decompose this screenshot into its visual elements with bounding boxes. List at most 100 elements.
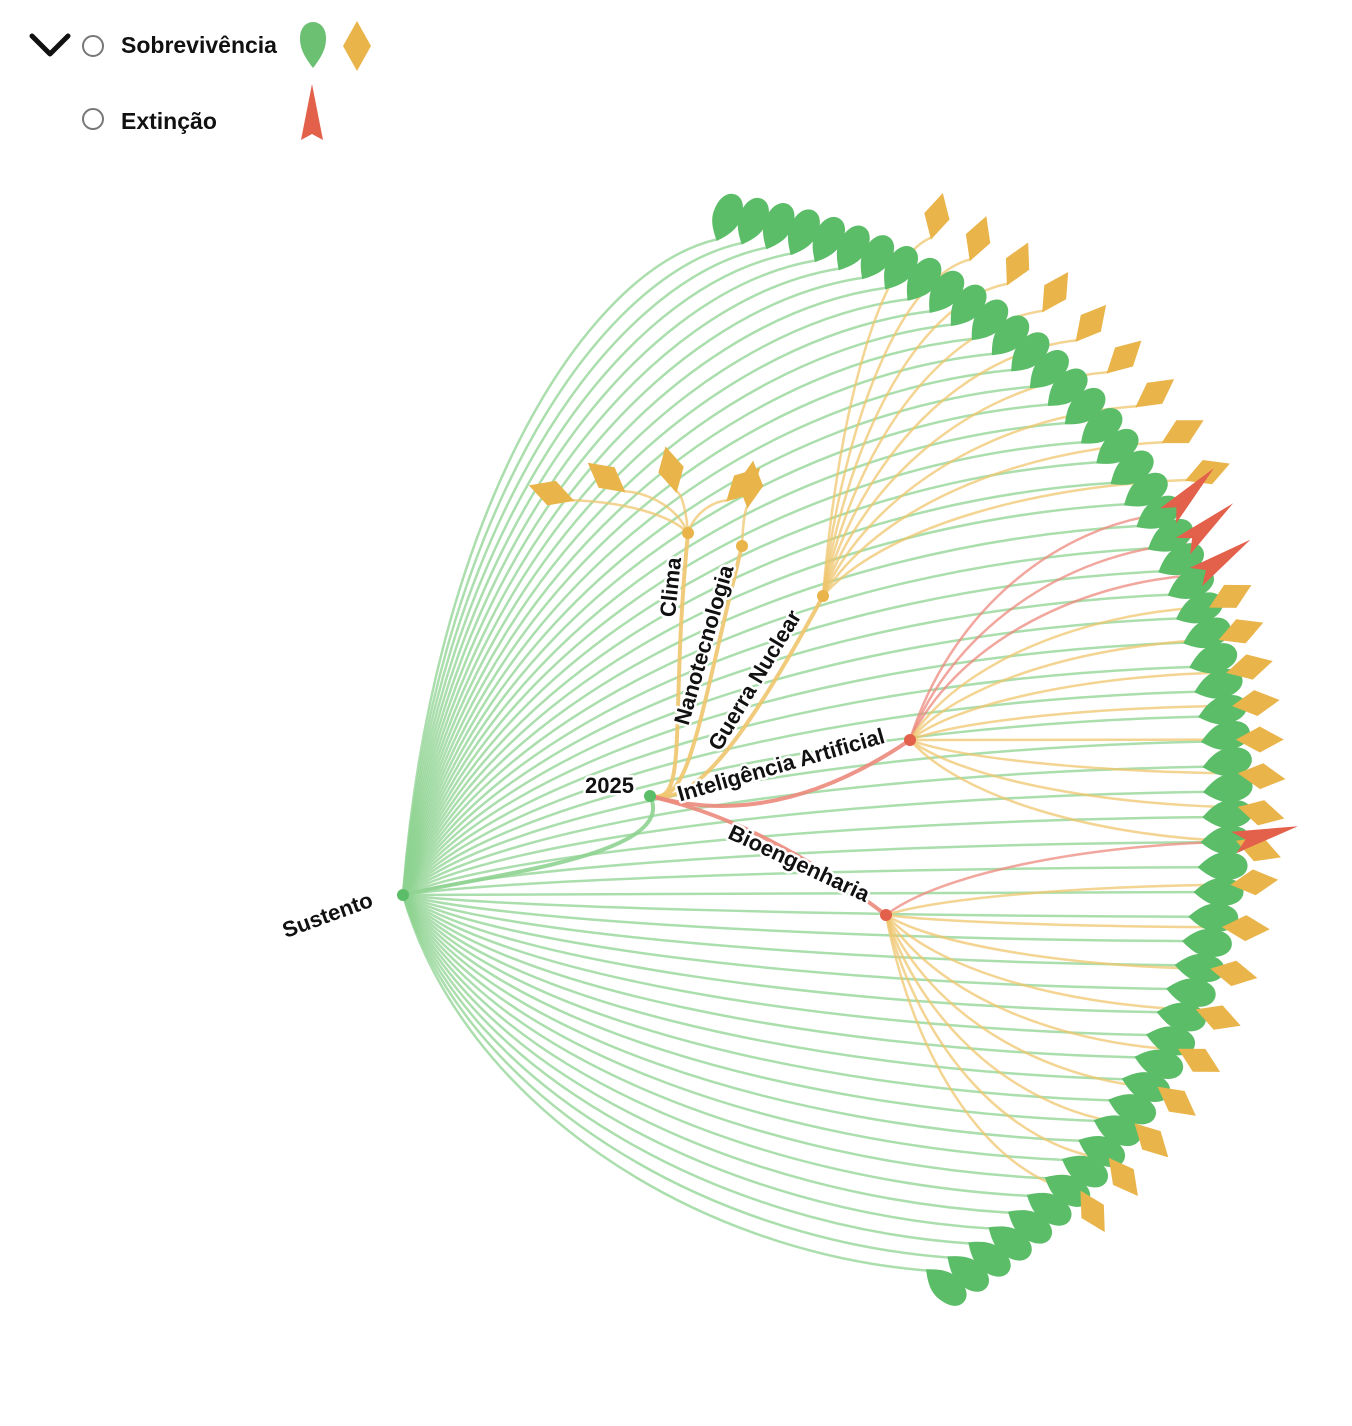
link-sustento — [401, 893, 1065, 1162]
green-leaf-icon — [812, 216, 845, 263]
link-sustento — [401, 570, 1162, 897]
link-inteligencia-artificial — [908, 542, 1188, 742]
orange-diamond-icon — [1230, 869, 1279, 896]
orange-diamond-icon — [1161, 420, 1204, 444]
link-bioengenharia — [884, 840, 1240, 917]
link-sustento — [401, 840, 1204, 897]
orange-diamond-icon — [1042, 272, 1069, 313]
link-sustento — [401, 246, 769, 897]
green-leaf-icon — [1203, 773, 1253, 803]
link-sustento — [401, 893, 1082, 1143]
green-leaf-icon — [1061, 1155, 1109, 1188]
node-sustento — [397, 889, 409, 901]
orange-diamond-icon — [1185, 460, 1230, 485]
survival-label: Sobrevivência — [121, 32, 277, 58]
green-leaf-icon — [1194, 668, 1243, 699]
orange-diamond-icon — [343, 21, 371, 71]
extinction-radio[interactable] — [82, 108, 104, 130]
green-leaf-icon — [1166, 978, 1216, 1008]
link-sustento — [401, 337, 975, 897]
green-leaf-icon — [1200, 721, 1250, 751]
red-arrow-icon — [1175, 503, 1234, 555]
green-leaf-icon — [712, 193, 743, 241]
link-sustento — [401, 893, 1112, 1102]
green-leaf-icon — [836, 225, 870, 271]
link-bioengenharia — [884, 913, 1199, 1012]
link-sustento — [401, 893, 1178, 967]
link-sustento — [401, 502, 1127, 897]
legend: Sobrevivência Extinção — [0, 0, 420, 160]
red-arrow-icon — [301, 84, 323, 140]
orange-diamond-icon — [1075, 304, 1107, 342]
green-leaf-icon — [860, 235, 895, 280]
green-leaf-icon — [762, 203, 795, 250]
green-leaf-icon — [1044, 1174, 1091, 1207]
green-leaf-icon — [1188, 903, 1239, 932]
orange-diamond-icon — [1237, 800, 1285, 826]
orange-diamond-icon — [1080, 1190, 1105, 1233]
link-sustento — [401, 310, 933, 897]
green-leaf-icon — [1175, 592, 1223, 624]
tree-links — [401, 236, 1242, 1272]
node-clima — [682, 527, 694, 539]
orange-diamond-icon — [1005, 242, 1030, 286]
tree-nodes — [397, 527, 916, 921]
green-leaf-icon — [1167, 567, 1214, 599]
branch-label-sustento: Sustento — [279, 887, 376, 943]
link-sustento — [401, 893, 1138, 1059]
orange-diamond-icon — [658, 446, 684, 494]
orange-diamond-icon — [1106, 340, 1142, 374]
link-inteligencia-artificial — [908, 704, 1236, 742]
green-leaf-icon — [1198, 694, 1247, 725]
green-leaf-icon — [906, 257, 942, 301]
trunk-guerra-nuclear — [648, 594, 825, 800]
orange-diamond-icon — [1209, 584, 1252, 608]
green-leaf-icon — [1183, 617, 1231, 649]
green-leaf-icon — [1078, 1135, 1125, 1168]
green-leaf-icon — [1134, 1049, 1184, 1079]
link-inteligencia-artificial — [908, 605, 1213, 742]
link-sustento — [401, 893, 1125, 1081]
orange-diamond-icon — [1134, 1123, 1169, 1158]
green-leaf-icon — [300, 22, 326, 68]
green-leaf-icon — [1189, 643, 1238, 674]
green-leaf-icon — [1146, 1026, 1196, 1056]
green-leaf-icon — [884, 245, 919, 290]
link-guerra-nuclear — [821, 258, 972, 598]
green-leaf-icon — [1110, 450, 1154, 485]
chevron-down-icon[interactable] — [28, 28, 72, 62]
node-root — [644, 790, 656, 802]
link-inteligencia-artificial — [908, 738, 1242, 775]
link-sustento — [401, 893, 1048, 1180]
orange-diamond-icon — [1135, 379, 1175, 408]
legend-row-survival: Sobrevivência — [0, 20, 420, 71]
orange-diamond-icon — [1221, 915, 1270, 942]
link-inteligencia-artificial — [908, 738, 1240, 843]
link-sustento — [401, 385, 1033, 897]
link-sustento — [401, 893, 972, 1245]
link-inteligencia-artificial — [908, 511, 1173, 742]
link-bioengenharia — [884, 913, 1182, 1051]
trunk-bioengenharia — [648, 794, 888, 917]
link-sustento — [401, 893, 1097, 1123]
tree-labels: 2025 Sustento Clima Nanotecnologia Guerr… — [276, 553, 889, 945]
link-bioengenharia — [884, 883, 1234, 917]
tree-leaves — [528, 193, 1298, 1306]
link-bioengenharia — [884, 913, 1112, 1161]
link-sustento — [401, 815, 1206, 897]
link-sustento — [401, 690, 1198, 897]
survival-radio[interactable] — [82, 35, 104, 57]
green-leaf-icon — [787, 209, 820, 256]
green-leaf-icon — [1197, 852, 1248, 881]
orange-diamond-icon — [1237, 763, 1286, 790]
link-sustento — [401, 893, 1192, 918]
red-arrow-icon — [1231, 826, 1298, 854]
green-leaf-icon — [1174, 953, 1225, 983]
green-leaf-icon — [1124, 472, 1168, 507]
link-clima — [622, 489, 690, 535]
link-sustento — [401, 460, 1100, 897]
link-sustento — [401, 893, 992, 1230]
node-nanotecnologia — [736, 540, 748, 552]
link-sustento — [401, 740, 1205, 897]
